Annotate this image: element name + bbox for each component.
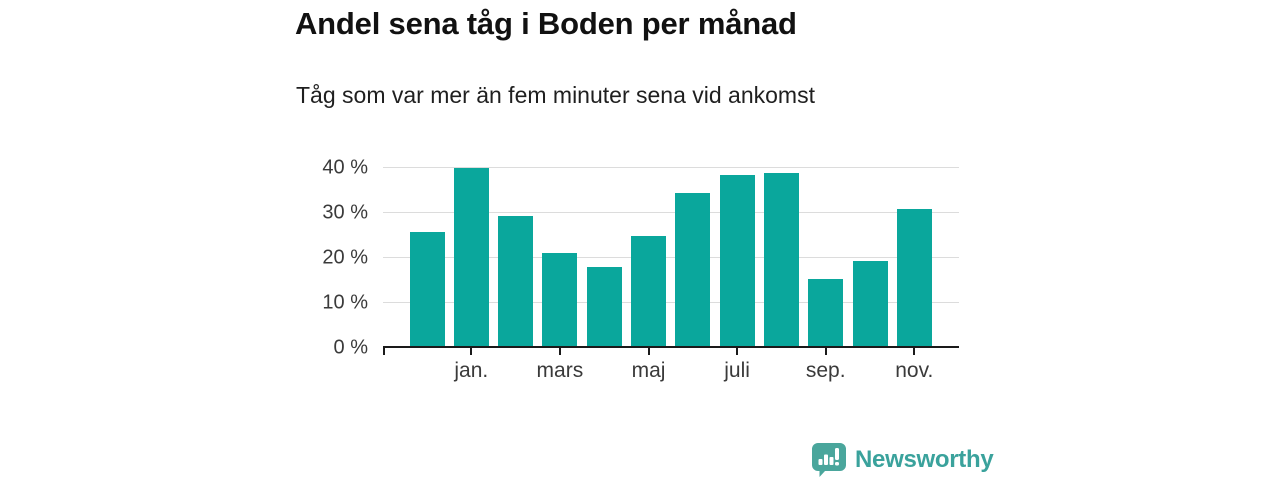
- newsworthy-logo-icon: [812, 443, 846, 477]
- bar: [719, 175, 755, 348]
- bar: [808, 278, 844, 348]
- y-axis-label: 0 %: [333, 336, 368, 359]
- bar: [542, 253, 578, 348]
- newsworthy-logo[interactable]: Newsworthy: [812, 443, 994, 477]
- bar: [586, 267, 622, 348]
- x-axis-line: [383, 346, 959, 348]
- chart-subtitle: Tåg som var mer än fem minuter sena vid …: [296, 82, 815, 108]
- bar: [675, 193, 711, 348]
- x-axis-label: mars: [536, 359, 584, 382]
- y-axis-label: 10 %: [322, 291, 368, 314]
- bar: [453, 168, 489, 348]
- bar: [631, 236, 666, 348]
- axis-tick: [558, 348, 561, 355]
- bar: [409, 231, 445, 348]
- x-axis-label: jan.: [454, 359, 489, 382]
- gridline: [383, 167, 959, 168]
- x-axis-label: nov.: [895, 359, 934, 382]
- gridline: [383, 302, 959, 303]
- y-axis-label: 30 %: [322, 201, 368, 224]
- bar: [763, 173, 799, 348]
- axis-tick: [824, 348, 827, 355]
- y-axis-label: 20 %: [322, 246, 368, 269]
- x-axis-label: sep.: [805, 359, 846, 382]
- x-axis-label: maj: [631, 359, 666, 382]
- chart-title: Andel sena tåg i Boden per månad: [295, 6, 797, 41]
- axis-tick: [470, 348, 473, 355]
- axis-tick: [913, 348, 916, 355]
- bar: [896, 208, 932, 348]
- newsworthy-wordmark: Newsworthy: [855, 446, 994, 473]
- axis-tick: [736, 348, 739, 355]
- y-axis-label: 40 %: [322, 156, 368, 179]
- axis-tick: [647, 348, 650, 355]
- bar: [498, 216, 534, 348]
- axis-end-tick: [383, 348, 385, 355]
- gridline: [383, 257, 959, 258]
- x-axis-label: juli: [724, 359, 750, 382]
- gridline: [383, 212, 959, 213]
- bar: [852, 261, 888, 348]
